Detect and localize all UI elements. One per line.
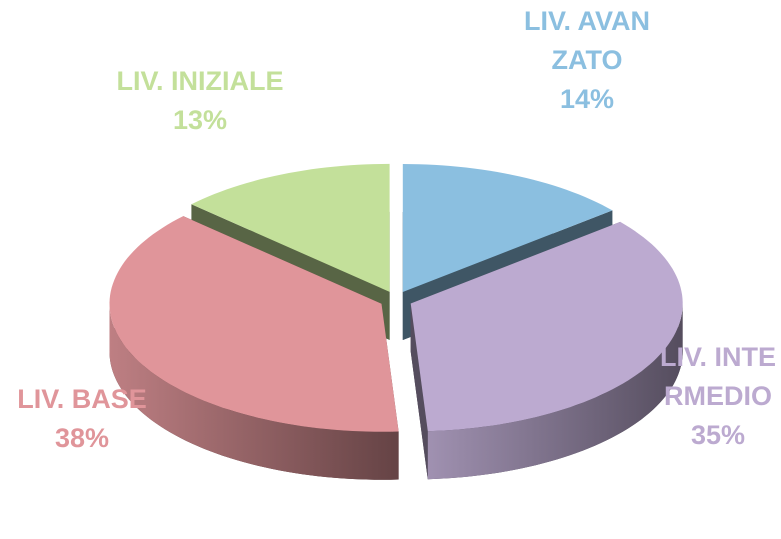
- slice-side: [427, 303, 683, 480]
- data-label: LIV. INTERMEDIO 35%: [657, 338, 779, 455]
- pie-slice: [410, 221, 683, 480]
- category-label: LIV. INTERMEDIO: [659, 342, 777, 411]
- category-label: LIV. BASE: [17, 384, 147, 414]
- value-label: 38%: [54, 423, 110, 453]
- category-label: LIV. AVANZATO: [523, 6, 651, 75]
- pie-slice: [109, 216, 399, 480]
- value-label: 14%: [559, 84, 615, 114]
- data-label: LIV. BASE 38%: [2, 380, 162, 458]
- category-label: LIV. INIZIALE: [116, 66, 284, 96]
- slice-top: [191, 163, 390, 292]
- value-label: 13%: [172, 105, 228, 135]
- slice-top: [402, 164, 613, 292]
- value-label: 35%: [690, 420, 746, 450]
- data-label: LIV. AVANZATO 14%: [517, 2, 657, 119]
- data-label: LIV. INIZIALE 13%: [80, 62, 320, 140]
- slice-top: [109, 216, 399, 432]
- slice-top: [410, 221, 683, 432]
- slice-wall: [410, 303, 428, 480]
- slice-side: [109, 303, 399, 480]
